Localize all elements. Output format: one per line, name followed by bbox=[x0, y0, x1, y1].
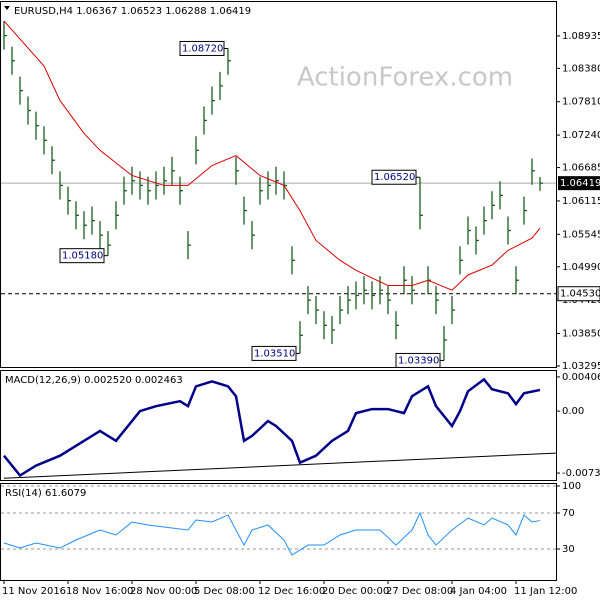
y-tick-label: 1.03295 bbox=[562, 361, 600, 372]
y-tick-label: 1.06685 bbox=[562, 163, 600, 174]
y-tick-label: 1.07240 bbox=[562, 130, 600, 141]
x-tick-label: 5 Dec 08:00 bbox=[194, 586, 255, 597]
panel-frame bbox=[0, 370, 557, 481]
y-tick-label: 1.08935 bbox=[562, 31, 600, 42]
last-price-box bbox=[558, 176, 600, 191]
x-tick-label: 11 Nov 2016 bbox=[2, 586, 66, 597]
annotation-box bbox=[179, 40, 225, 56]
annotation-label: 1.08720 bbox=[182, 43, 223, 54]
y-tick-label: 70 bbox=[562, 508, 575, 519]
level-label: 1.04530 bbox=[560, 289, 600, 300]
annotation-box bbox=[395, 352, 441, 368]
y-tick-label: -0.007377 bbox=[562, 468, 600, 479]
last-price-label: 1.06419 bbox=[560, 178, 600, 189]
x-tick-label: 20 Dec 00:00 bbox=[322, 586, 389, 597]
y-tick-label: 1.04990 bbox=[562, 262, 600, 273]
y-tick-label: 1.03850 bbox=[562, 329, 600, 340]
level-box bbox=[557, 286, 600, 302]
x-tick-label: 27 Dec 08:00 bbox=[386, 586, 453, 597]
panel-title: MACD(12,26,9) 0.002520 0.002463 bbox=[5, 375, 183, 386]
annotation-label: 1.03510 bbox=[254, 348, 295, 359]
x-tick-label: 4 Jan 04:00 bbox=[450, 586, 507, 597]
x-tick-label: 28 Nov 00:00 bbox=[130, 586, 197, 597]
x-tick-label: 11 Jan 12:00 bbox=[514, 586, 577, 597]
y-tick-label: 100 bbox=[562, 481, 581, 492]
y-tick-label: 0.004069 bbox=[562, 372, 600, 383]
y-tick-label: 1.06115 bbox=[562, 196, 600, 207]
y-tick-label: 1.08380 bbox=[562, 63, 600, 74]
annotation-box bbox=[59, 248, 105, 264]
indicator-line bbox=[3, 452, 557, 479]
panel-title: RSI(14) 61.6079 bbox=[5, 488, 86, 499]
panel-frame bbox=[0, 1, 557, 368]
y-tick-label: 30 bbox=[562, 544, 575, 555]
annotation-box bbox=[371, 169, 417, 185]
panel-title: EURUSD,H4 1.06367 1.06523 1.06288 1.0641… bbox=[14, 6, 251, 17]
moving-average bbox=[3, 20, 541, 291]
watermark: ActionForex.com bbox=[297, 63, 513, 93]
indicator-line bbox=[3, 511, 541, 556]
indicator-line bbox=[3, 377, 541, 478]
y-tick-label: 0.00 bbox=[562, 406, 584, 417]
x-tick-label: 18 Nov 16:00 bbox=[66, 586, 133, 597]
x-tick-label: 12 Dec 16:00 bbox=[258, 586, 325, 597]
panel-frame bbox=[0, 483, 557, 581]
annotation-box bbox=[251, 345, 297, 361]
y-tick-label: 1.05545 bbox=[562, 229, 600, 240]
annotation-label: 1.06520 bbox=[374, 172, 415, 183]
y-tick-label: 1.07810 bbox=[562, 97, 600, 108]
symbol-arrow bbox=[4, 6, 10, 10]
annotation-label: 1.03390 bbox=[398, 355, 439, 366]
annotation-label: 1.05180 bbox=[62, 251, 103, 262]
